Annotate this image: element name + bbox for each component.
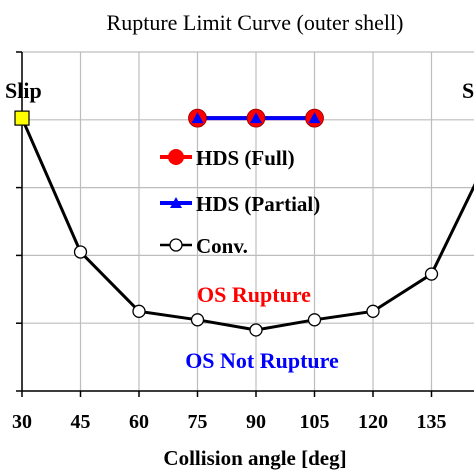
legend-marker-conv bbox=[169, 238, 183, 252]
slip-label-right: S bbox=[462, 78, 474, 103]
series-layer bbox=[14, 108, 474, 337]
x-tick-label: 135 bbox=[417, 411, 447, 433]
x-tick-label: 105 bbox=[300, 411, 330, 433]
conv-point bbox=[132, 304, 146, 318]
x-axis-label: Collision angle [deg] bbox=[163, 446, 346, 470]
x-tick-label: 75 bbox=[188, 411, 208, 433]
conv-point bbox=[190, 313, 205, 327]
x-tick-label: 45 bbox=[71, 411, 91, 433]
os-not-rupture-label: OS Not Rupture bbox=[185, 348, 339, 373]
x-tick-label: 30 bbox=[12, 411, 32, 433]
slip-marker bbox=[14, 110, 30, 126]
legend-label-hds-partial: HDS (Partial) bbox=[196, 192, 320, 216]
chart-title: Rupture Limit Curve (outer shell) bbox=[107, 10, 404, 35]
hds-partial-point bbox=[250, 112, 262, 124]
legend-marker-hds-partial bbox=[170, 197, 182, 208]
hds-partial-point bbox=[308, 112, 321, 124]
conv-point bbox=[249, 323, 263, 337]
legend-label-hds-full: HDS (Full) bbox=[196, 146, 295, 170]
conv-point bbox=[424, 267, 439, 281]
hds-partial-point bbox=[191, 112, 204, 124]
os-rupture-label: OS Rupture bbox=[197, 282, 311, 307]
x-tick-label: 90 bbox=[246, 411, 266, 433]
x-tick-label: 60 bbox=[129, 411, 149, 433]
conv-point bbox=[73, 245, 88, 259]
legend-marker-hds-full bbox=[168, 149, 184, 165]
conv-point bbox=[307, 313, 322, 327]
legend-label-conv: Conv. bbox=[196, 234, 248, 258]
annotations: Slip S OS Rupture OS Not Rupture bbox=[5, 78, 474, 373]
slip-label: Slip bbox=[5, 78, 42, 103]
x-tick-label: 120 bbox=[358, 411, 388, 433]
conv-point bbox=[366, 304, 380, 318]
axes: 30 45 60 75 90 105 120 135 bbox=[12, 51, 474, 433]
legend: HDS (Full) HDS (Partial) Conv. bbox=[160, 146, 320, 258]
grid bbox=[21, 51, 474, 392]
